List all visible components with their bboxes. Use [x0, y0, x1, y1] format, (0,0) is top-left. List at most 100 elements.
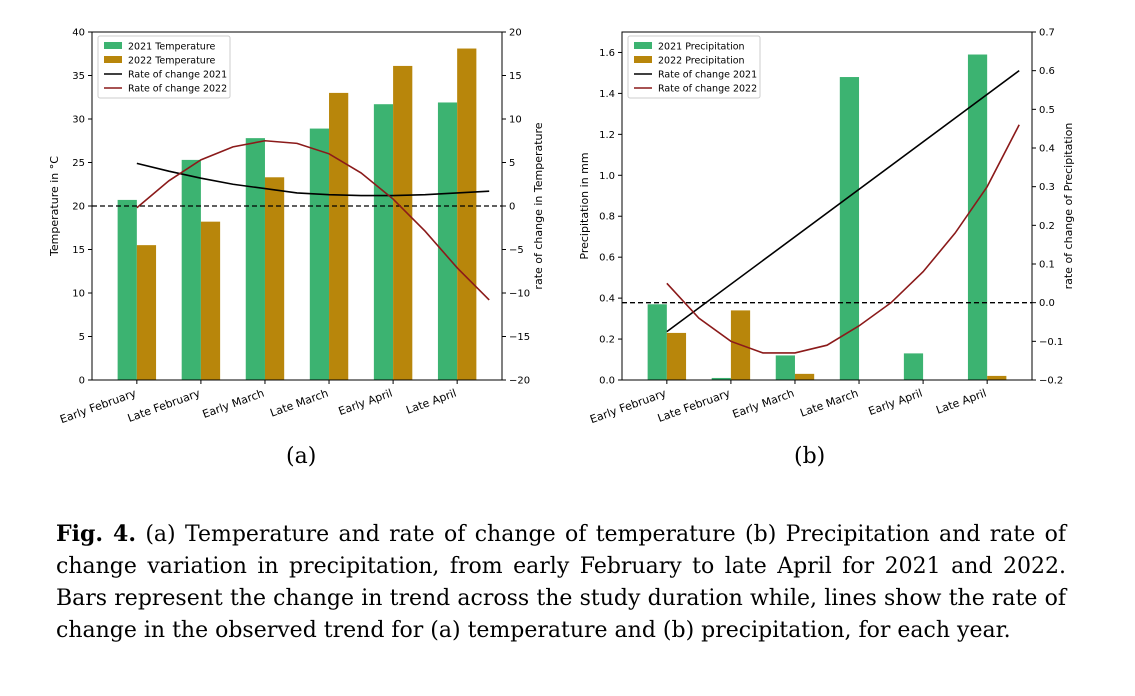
- right-tick-label-6: 0.3: [1039, 182, 1055, 193]
- right-tick-label-9: 20: [509, 28, 522, 39]
- right-tick-label-1: −20: [509, 376, 530, 387]
- y-axis-label-right: rate of change of Precipitation: [1062, 123, 1075, 290]
- legend-swatch-2: [634, 56, 652, 63]
- x-tick-label-3: Early March: [731, 387, 796, 421]
- x-tick-label-4: Late March: [268, 387, 330, 420]
- legend-swatch-1: [634, 42, 652, 49]
- rate-line-1: [666, 70, 1020, 333]
- bar-1-3: [775, 355, 795, 380]
- right-tick-label-8: 0.5: [1039, 105, 1055, 116]
- legend-entry-2: 2022 Temperature: [128, 56, 216, 67]
- right-tick-label-2: −0.1: [1039, 337, 1063, 348]
- y-axis-label: Precipitation in mm: [578, 152, 591, 259]
- right-tick-label-7: 10: [509, 115, 522, 126]
- bar-2-1: [666, 332, 687, 380]
- right-tick-label-5: 0: [509, 202, 515, 213]
- left-tick-label-3: 10: [72, 289, 85, 300]
- x-tick-label-1: Early February: [58, 386, 138, 426]
- figure-caption: Fig. 4. (a) Temperature and rate of chan…: [56, 518, 1066, 647]
- legend-entry-4: Rate of change 2022: [658, 84, 757, 95]
- right-tick-label-5: 0.2: [1039, 221, 1055, 232]
- left-tick-label-8: 1.4: [599, 89, 615, 100]
- left-tick-label-1: 0.0: [599, 376, 615, 387]
- legend-entry-2: 2022 Precipitation: [658, 56, 745, 67]
- bar-1-2: [181, 159, 201, 380]
- right-tick-label-8: 15: [509, 71, 522, 82]
- left-tick-label-6: 25: [72, 158, 85, 169]
- bar-2-2: [200, 221, 221, 380]
- legend-swatch-2: [104, 56, 122, 63]
- x-tick-label-4: Late March: [798, 387, 860, 420]
- right-tick-label-6: 5: [509, 158, 515, 169]
- x-tick-label-2: Late February: [126, 386, 203, 424]
- bar-1-1: [117, 199, 137, 380]
- bar-2-6: [457, 48, 477, 380]
- right-tick-label-3: 0.0: [1039, 298, 1055, 309]
- bar-1-3: [245, 138, 265, 380]
- bar-2-3: [264, 177, 285, 380]
- panel-label-b: (b): [794, 444, 826, 469]
- bar-1-6: [967, 54, 988, 381]
- temperature-chart: 0 5 10 15 20 25 30 35 40 −20 −15 −10 −5 0 5 10 15 20 Early…: [48, 28, 545, 427]
- caption-text: (a) Temperature and rate of change of te…: [56, 522, 1066, 643]
- legend-entry-1: 2021 Temperature: [128, 42, 216, 53]
- left-tick-label-1: 0: [79, 376, 85, 387]
- figure-label: Fig. 4.: [56, 521, 136, 547]
- precipitation-chart: 0.0 0.2 0.4 0.6 0.8 1.0 1.2 1.4 1.6 −0.2 −0.1 0.0 0.…: [578, 28, 1075, 427]
- y-axis-label-right: rate of change in Temperature: [532, 122, 545, 289]
- rate-line-2: [136, 139, 490, 301]
- right-tick-label-4: −5: [509, 245, 524, 256]
- left-tick-label-9: 40: [72, 28, 85, 39]
- left-tick-label-7: 30: [72, 115, 85, 126]
- left-tick-label-5: 0.8: [599, 212, 615, 223]
- left-tick-label-9: 1.6: [599, 48, 615, 59]
- y-axis-label: Temperature in °C: [48, 156, 61, 257]
- right-tick-label-7: 0.4: [1039, 144, 1055, 155]
- right-tick-label-10: 0.7: [1039, 28, 1055, 39]
- left-tick-label-7: 1.2: [599, 130, 615, 141]
- bar-1-4: [839, 77, 860, 381]
- x-tick-label-5: Early April: [337, 387, 394, 419]
- left-tick-label-6: 1.0: [599, 171, 615, 182]
- bar-1-2: [711, 377, 731, 380]
- bar-1-6: [437, 102, 458, 380]
- left-tick-label-8: 35: [72, 71, 85, 82]
- legend-entry-4: Rate of change 2022: [128, 84, 227, 95]
- bar-1-5: [903, 353, 924, 380]
- plot-frame: [621, 31, 1033, 381]
- legend-box: [97, 35, 231, 99]
- left-tick-label-4: 0.6: [599, 253, 615, 264]
- x-tick-label-5: Early April: [867, 387, 924, 419]
- right-tick-label-4: 0.1: [1039, 260, 1055, 271]
- bar-1-4: [309, 128, 330, 380]
- bar-2-1: [136, 245, 157, 380]
- left-tick-label-3: 0.4: [599, 294, 615, 305]
- bar-1-1: [647, 304, 667, 380]
- bar-2-4: [329, 92, 349, 381]
- x-tick-label-6: Late April: [404, 387, 458, 417]
- rate-line-2: [666, 124, 1020, 354]
- x-tick-label-2: Late February: [656, 386, 733, 424]
- legend-box: [627, 35, 761, 99]
- left-tick-label-2: 5: [79, 332, 85, 343]
- right-tick-label-3: −10: [509, 289, 530, 300]
- x-tick-label-3: Early March: [201, 387, 266, 421]
- x-tick-label-1: Early February: [588, 386, 668, 426]
- rate-line-1: [136, 162, 490, 197]
- legend-entry-3: Rate of change 2021: [658, 70, 757, 81]
- legend-swatch-1: [104, 42, 122, 49]
- left-tick-label-5: 20: [72, 202, 85, 213]
- right-tick-label-9: 0.6: [1039, 66, 1055, 77]
- bar-1-5: [373, 104, 394, 381]
- right-tick-label-1: −0.2: [1039, 376, 1063, 387]
- x-tick-label-6: Late April: [934, 387, 988, 417]
- legend-entry-3: Rate of change 2021: [128, 70, 227, 81]
- panel-label-a: (a): [286, 444, 317, 469]
- left-tick-label-4: 15: [72, 245, 85, 256]
- legend-entry-1: 2021 Precipitation: [658, 42, 745, 53]
- bar-2-5: [393, 65, 413, 381]
- right-tick-label-2: −15: [509, 332, 530, 343]
- bar-2-3: [794, 373, 815, 380]
- left-tick-label-2: 0.2: [599, 335, 615, 346]
- bar-2-6: [987, 375, 1007, 380]
